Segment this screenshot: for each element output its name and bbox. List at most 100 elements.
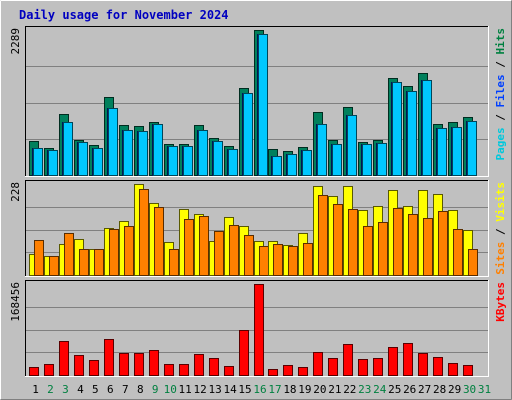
bar-kbytes-day-27 bbox=[418, 353, 428, 376]
series-legend-label: KBytes bbox=[494, 282, 507, 322]
legend-part: KBytes bbox=[494, 282, 507, 322]
legend-part: / bbox=[494, 55, 507, 75]
x-tick-label: 24 bbox=[373, 383, 387, 396]
legend-part: Visits bbox=[494, 182, 507, 222]
bar-pages-day-22 bbox=[347, 115, 357, 176]
bar-sites-day-13 bbox=[214, 231, 224, 276]
bar-pages-day-21 bbox=[332, 144, 342, 176]
bar-kbytes-day-4 bbox=[74, 355, 84, 376]
bar-sites-day-15 bbox=[244, 235, 254, 276]
bar-pages-day-9 bbox=[153, 124, 163, 176]
bar-kbytes-day-20 bbox=[313, 352, 323, 376]
x-tick-label: 7 bbox=[122, 383, 129, 396]
x-tick-label: 22 bbox=[343, 383, 356, 396]
bar-kbytes-day-14 bbox=[224, 366, 234, 376]
x-tick-label: 12 bbox=[194, 383, 207, 396]
bar-sites-day-23 bbox=[363, 226, 373, 276]
bar-sites-day-16 bbox=[259, 246, 269, 276]
panel-kbytes: 168456 KBytes bbox=[9, 280, 507, 377]
bar-pages-day-19 bbox=[302, 150, 312, 176]
legend-part: Pages bbox=[494, 127, 507, 160]
x-tick-label: 31 bbox=[478, 383, 491, 396]
bar-pages-day-18 bbox=[287, 154, 297, 176]
x-tick-label: 26 bbox=[403, 383, 416, 396]
bar-kbytes-day-21 bbox=[328, 358, 338, 376]
bar-kbytes-day-8 bbox=[134, 353, 144, 376]
max-value-label: 2289 bbox=[9, 28, 22, 55]
x-tick-label: 10 bbox=[164, 383, 177, 396]
x-tick-label: 30 bbox=[463, 383, 476, 396]
series-legend-label: Sites / Visits bbox=[494, 182, 507, 275]
bar-kbytes-day-2 bbox=[44, 364, 54, 376]
bar-sites-day-21 bbox=[333, 204, 343, 276]
bar-pages-day-13 bbox=[213, 141, 223, 176]
bar-sites-day-24 bbox=[378, 222, 388, 276]
x-tick-label: 29 bbox=[448, 383, 461, 396]
bar-pages-day-28 bbox=[437, 128, 447, 176]
bar-sites-day-12 bbox=[199, 216, 209, 276]
x-tick-label: 20 bbox=[313, 383, 326, 396]
x-tick-label: 21 bbox=[328, 383, 341, 396]
bar-sites-day-29 bbox=[453, 229, 463, 276]
bar-sites-day-28 bbox=[438, 211, 448, 276]
bar-pages-day-14 bbox=[228, 149, 238, 176]
bar-kbytes-day-19 bbox=[298, 367, 308, 376]
x-tick-label: 9 bbox=[152, 383, 159, 396]
bar-sites-day-17 bbox=[273, 244, 283, 276]
bar-sites-day-20 bbox=[318, 195, 328, 276]
bar-kbytes-day-30 bbox=[463, 365, 473, 376]
bar-kbytes-day-1 bbox=[29, 367, 39, 376]
bar-sites-day-26 bbox=[408, 214, 418, 276]
bar-kbytes-day-5 bbox=[89, 360, 99, 376]
bar-kbytes-day-15 bbox=[239, 330, 249, 376]
bar-pages-day-24 bbox=[377, 143, 387, 176]
bar-kbytes-day-22 bbox=[343, 344, 353, 376]
x-tick-label: 19 bbox=[298, 383, 311, 396]
bar-pages-day-26 bbox=[407, 91, 417, 176]
x-tick-label: 25 bbox=[388, 383, 401, 396]
bar-pages-day-29 bbox=[452, 127, 462, 176]
bar-kbytes-day-29 bbox=[448, 363, 458, 376]
x-tick-label: 27 bbox=[418, 383, 431, 396]
bar-pages-day-3 bbox=[63, 122, 73, 176]
bar-sites-day-2 bbox=[49, 256, 59, 276]
bar-pages-day-23 bbox=[362, 144, 372, 176]
bar-kbytes-day-3 bbox=[59, 341, 69, 376]
bar-sites-day-25 bbox=[393, 208, 403, 276]
x-tick-label: 18 bbox=[283, 383, 296, 396]
bar-pages-day-15 bbox=[243, 93, 253, 176]
x-tick-label: 1 bbox=[32, 383, 39, 396]
x-tick-label: 23 bbox=[358, 383, 371, 396]
bar-pages-day-4 bbox=[78, 142, 88, 176]
x-tick-label: 15 bbox=[238, 383, 251, 396]
bar-kbytes-day-11 bbox=[179, 364, 189, 376]
bar-sites-day-5 bbox=[94, 249, 104, 276]
x-tick-label: 17 bbox=[268, 383, 281, 396]
bar-pages-day-20 bbox=[317, 124, 327, 176]
x-tick-label: 5 bbox=[92, 383, 99, 396]
x-tick-label: 8 bbox=[137, 383, 144, 396]
legend-part: Sites bbox=[494, 242, 507, 275]
bar-sites-day-9 bbox=[154, 207, 164, 276]
bar-kbytes-day-28 bbox=[433, 357, 443, 376]
bar-sites-day-10 bbox=[169, 249, 179, 276]
bar-pages-day-6 bbox=[108, 108, 118, 176]
bar-pages-day-30 bbox=[467, 121, 477, 176]
bar-sites-day-1 bbox=[34, 240, 44, 276]
bar-pages-day-10 bbox=[168, 146, 178, 176]
bar-kbytes-day-18 bbox=[283, 365, 293, 376]
bar-pages-day-8 bbox=[138, 131, 148, 176]
bar-pages-day-17 bbox=[272, 156, 282, 176]
x-tick-label: 16 bbox=[253, 383, 266, 396]
bar-kbytes-day-26 bbox=[403, 343, 413, 376]
bar-kbytes-day-25 bbox=[388, 347, 398, 376]
x-tick-label: 4 bbox=[77, 383, 84, 396]
bar-sites-day-4 bbox=[79, 249, 89, 276]
bar-pages-day-2 bbox=[48, 150, 58, 176]
bar-pages-day-1 bbox=[33, 148, 43, 176]
bar-pages-day-16 bbox=[258, 34, 268, 176]
bar-pages-day-25 bbox=[392, 82, 402, 176]
bar-kbytes-day-13 bbox=[209, 358, 219, 376]
